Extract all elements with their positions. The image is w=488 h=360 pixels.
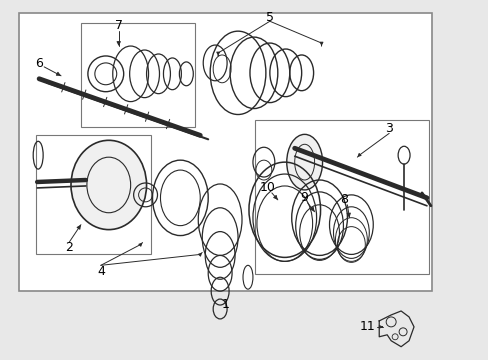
Ellipse shape bbox=[286, 134, 322, 190]
Text: 4: 4 bbox=[97, 265, 104, 278]
Bar bbox=[254, 121, 428, 274]
Text: 6: 6 bbox=[35, 57, 43, 71]
Bar bbox=[81, 23, 195, 127]
Text: 5: 5 bbox=[265, 11, 273, 24]
Text: 2: 2 bbox=[65, 241, 73, 254]
Text: 7: 7 bbox=[115, 19, 122, 32]
Text: 11: 11 bbox=[359, 320, 374, 333]
Text: 3: 3 bbox=[385, 122, 392, 135]
Bar bbox=[36, 135, 150, 255]
Bar bbox=[19, 13, 431, 291]
Text: 1: 1 bbox=[222, 297, 229, 311]
Text: 8: 8 bbox=[340, 193, 348, 206]
Text: 10: 10 bbox=[260, 181, 275, 194]
Text: 9: 9 bbox=[300, 192, 308, 204]
Ellipse shape bbox=[71, 140, 146, 230]
